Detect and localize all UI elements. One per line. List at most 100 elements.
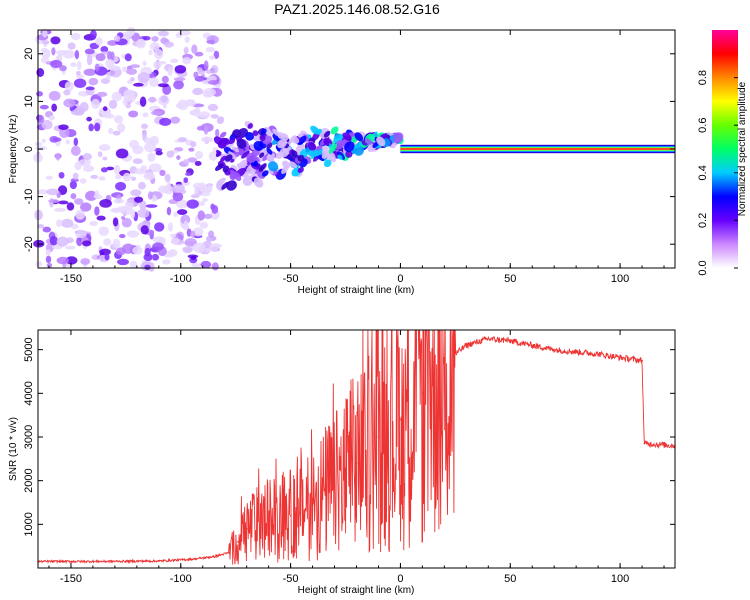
- spectral-speckle: [45, 249, 51, 256]
- spectral-speckle: [173, 77, 186, 82]
- spectral-speckle: [51, 103, 58, 112]
- spectral-speckle: [119, 234, 126, 239]
- snr-xtick-label: -150: [60, 573, 82, 585]
- spectral-speckle: [167, 66, 173, 76]
- spectral-speckle: [95, 53, 106, 62]
- spectral-speckle: [41, 138, 46, 143]
- spectral-speckle: [132, 82, 144, 87]
- spectral-speckle: [166, 150, 175, 158]
- spectral-speckle: [89, 30, 97, 40]
- spectrogram-xtick-label: -100: [170, 273, 192, 285]
- spectral-speckle: [207, 103, 219, 112]
- spectral-speckle: [126, 230, 140, 238]
- spectral-speckle: [129, 260, 138, 269]
- spectral-speckle: [192, 227, 204, 237]
- carrier-band: [400, 148, 675, 150]
- spectral-speckle: [117, 122, 126, 133]
- spectral-streak: [245, 131, 254, 141]
- spectral-streak: [345, 150, 353, 158]
- spectral-speckle: [122, 97, 128, 106]
- spectral-speckle: [162, 259, 171, 265]
- spectral-streak: [260, 128, 267, 135]
- spectral-speckle: [70, 193, 77, 200]
- spectral-speckle: [34, 142, 43, 147]
- spectral-speckle: [65, 256, 78, 265]
- spectral-speckle: [64, 81, 74, 92]
- spectral-speckle: [144, 264, 151, 271]
- colorbar-tick-label: 0.6: [697, 118, 709, 133]
- spectral-speckle: [50, 59, 63, 69]
- spectral-speckle: [186, 228, 192, 237]
- spectral-speckle: [198, 184, 207, 192]
- snr-ytick-label: 2000: [23, 468, 35, 492]
- spectral-speckle: [200, 136, 214, 143]
- spectrogram-ytick-label: 0: [23, 146, 35, 152]
- spectral-streak: [277, 138, 288, 149]
- spectral-speckle: [168, 248, 178, 257]
- spectral-speckle: [209, 55, 216, 60]
- spectral-speckle: [72, 172, 79, 180]
- spectral-speckle: [180, 214, 191, 225]
- spectral-speckle: [99, 248, 111, 256]
- spectral-speckle: [95, 37, 103, 46]
- spectral-speckle: [78, 158, 92, 167]
- spectral-speckle: [33, 239, 45, 248]
- spectral-speckle: [172, 184, 186, 193]
- spectral-speckle: [153, 61, 162, 69]
- spectral-streak: [232, 129, 241, 138]
- spectral-speckle: [211, 262, 219, 271]
- spectral-speckle: [111, 91, 123, 102]
- spectral-speckle: [115, 181, 127, 191]
- spectral-speckle: [107, 40, 118, 46]
- spectral-speckle: [147, 97, 157, 103]
- spectral-speckle: [139, 200, 147, 211]
- spectral-speckle: [208, 230, 215, 238]
- spectral-streak: [229, 172, 237, 180]
- spectral-streak: [354, 146, 364, 156]
- spectral-streak: [312, 147, 323, 157]
- spectral-streak: [266, 147, 273, 155]
- snr-series-line: [37, 329, 676, 565]
- spectral-speckle: [121, 243, 135, 254]
- spectral-speckle: [122, 66, 128, 72]
- spectral-speckle: [190, 255, 197, 261]
- spectral-speckle: [197, 210, 206, 221]
- spectral-speckle: [176, 155, 181, 160]
- spectral-speckle: [49, 236, 58, 246]
- spectral-speckle: [100, 167, 108, 173]
- chart-title: PAZ1.2025.146.08.52.G16: [274, 1, 440, 17]
- spectral-speckle: [192, 87, 204, 96]
- spectral-speckle: [54, 207, 66, 212]
- spectral-speckle: [141, 123, 148, 130]
- spectral-speckle: [185, 100, 196, 107]
- spectral-speckle: [94, 122, 101, 132]
- spectral-speckle: [108, 99, 118, 109]
- spectral-speckle: [158, 185, 169, 194]
- spectral-streak: [258, 166, 265, 172]
- spectral-speckle: [35, 261, 43, 267]
- spectral-speckle: [89, 220, 98, 227]
- snr-marks: [37, 329, 676, 565]
- spectral-speckle: [143, 253, 153, 261]
- spectral-speckle: [59, 127, 70, 139]
- spectral-speckle: [35, 146, 48, 151]
- spectral-speckle: [75, 70, 81, 76]
- spectral-speckle: [160, 95, 169, 103]
- spectral-speckle: [42, 40, 50, 45]
- spectral-speckle: [36, 114, 45, 124]
- colorbar-gradient: [712, 30, 738, 268]
- spectral-streak: [219, 131, 227, 138]
- spectral-streak: [323, 130, 331, 138]
- snr-ticks: -150 -100 -50 0 50 100 1000 2000 3000 4000 5000: [23, 330, 675, 585]
- spectral-speckle: [88, 123, 94, 132]
- spectral-speckle: [58, 171, 65, 179]
- spectral-speckle: [140, 225, 149, 235]
- spectral-speckle: [96, 91, 108, 97]
- spectral-speckle: [178, 137, 188, 142]
- spectral-speckle: [40, 56, 50, 64]
- spectral-speckle: [40, 47, 48, 52]
- spectral-streak: [253, 177, 264, 188]
- spectral-speckle: [71, 109, 85, 116]
- spectrogram-xtick-label: -150: [60, 273, 82, 285]
